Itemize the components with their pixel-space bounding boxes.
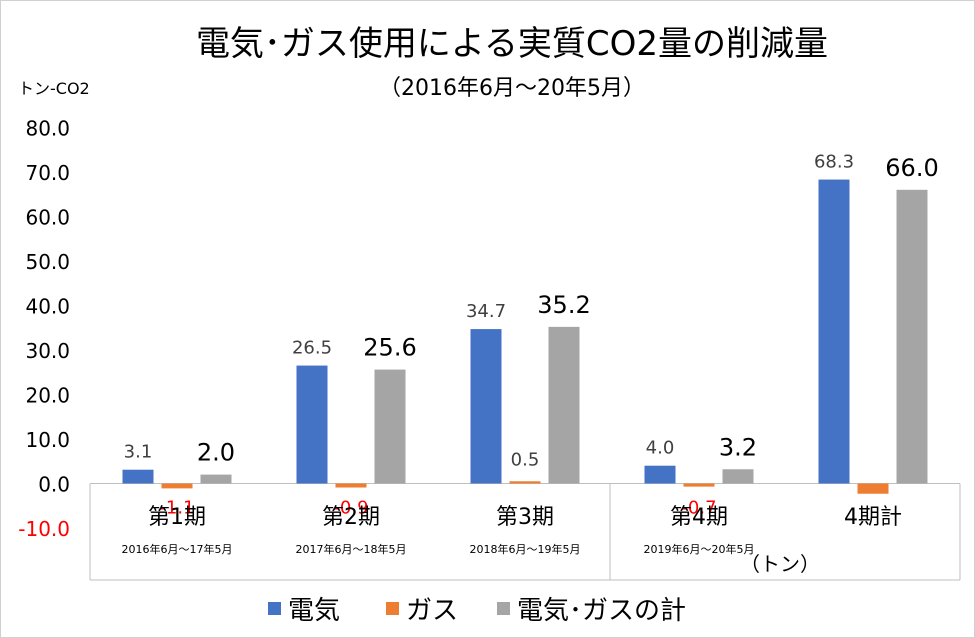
category-label: 第1期 — [148, 505, 206, 530]
data-label: 66.0 — [885, 154, 938, 182]
category-subtitle: 2016年6月～17年5月 — [122, 542, 233, 556]
bar-electricity — [122, 469, 154, 484]
legend-swatch — [268, 602, 281, 615]
legend-swatch — [497, 602, 510, 615]
y-tick-label: 60.0 — [25, 206, 70, 230]
y-tick-label: 70.0 — [25, 161, 70, 185]
data-label: 68.3 — [814, 152, 854, 173]
data-label: -1.1 — [159, 498, 194, 519]
bar-electricity — [470, 329, 502, 484]
data-label: 0.5 — [511, 449, 540, 470]
category-label: 4期計 — [844, 505, 902, 530]
bar-total — [896, 189, 928, 484]
category-label: 第4期 — [670, 505, 728, 530]
data-label: 26.5 — [292, 338, 332, 359]
bar-total — [548, 326, 580, 484]
y-tick-label: 80.0 — [25, 117, 70, 141]
y-tick-label: 30.0 — [25, 339, 70, 363]
y-tick-label: 40.0 — [25, 295, 70, 319]
unit-note: （トン） — [740, 552, 820, 576]
bar-electricity — [644, 465, 676, 484]
bar-gas — [161, 483, 193, 489]
legend-label: 電気 — [288, 596, 340, 626]
data-label: 3.2 — [719, 433, 757, 461]
bar-total — [374, 369, 406, 484]
data-label: 34.7 — [466, 301, 506, 322]
category-label: 第2期 — [322, 505, 380, 530]
bar-gas — [509, 481, 541, 484]
category-subtitle: 2018年6月～19年5月 — [470, 542, 581, 556]
bar-gas — [857, 483, 889, 494]
bar-total — [200, 474, 232, 484]
category-subtitle: 2017年6月～18年5月 — [296, 542, 407, 556]
legend-label: ガス — [406, 596, 458, 626]
data-label: 2.0 — [197, 439, 235, 467]
y-tick-label: -10.0 — [18, 517, 70, 541]
bar-electricity — [296, 365, 328, 484]
legend-label: 電気･ガスの計 — [517, 596, 686, 626]
bar-gas — [683, 483, 715, 487]
chart-title: 電気･ガス使用による実質CO2量の削減量 — [196, 24, 828, 64]
category-subtitle: 2019年6月～20年5月 — [644, 542, 755, 556]
bar-total — [722, 469, 754, 484]
bar-gas — [335, 483, 367, 488]
data-label: 3.1 — [124, 442, 153, 463]
bar-electricity — [818, 179, 850, 484]
data-label: -0.9 — [333, 498, 368, 519]
data-label: -0.7 — [681, 498, 716, 519]
y-tick-label: 20.0 — [25, 384, 70, 408]
legend-swatch — [386, 602, 399, 615]
chart-subtitle: （2016年6月～20年5月） — [379, 76, 645, 101]
y-axis-label: トン-CO2 — [18, 79, 90, 98]
data-label: 35.2 — [537, 291, 590, 319]
data-label: 25.6 — [363, 334, 416, 362]
data-label: 4.0 — [646, 438, 675, 459]
category-label: 第3期 — [496, 505, 554, 530]
y-tick-label: 0.0 — [38, 473, 70, 497]
y-tick-label: 10.0 — [25, 428, 70, 452]
y-tick-label: 50.0 — [25, 250, 70, 274]
